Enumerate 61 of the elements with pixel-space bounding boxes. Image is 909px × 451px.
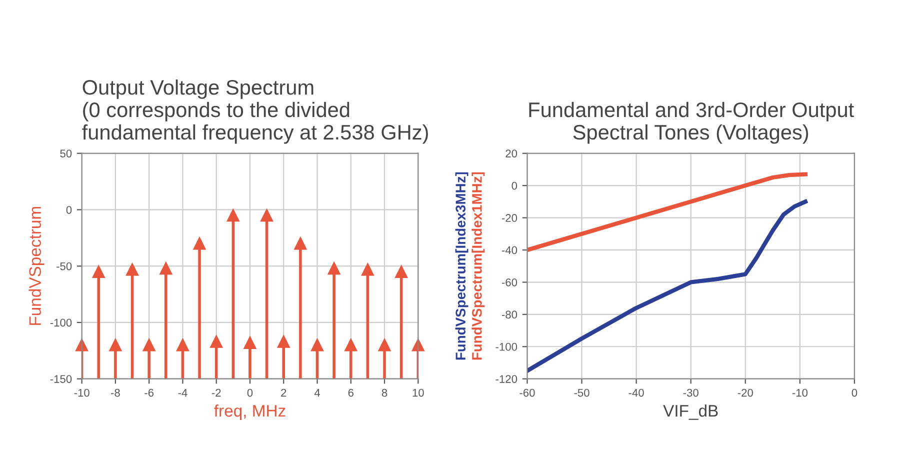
point (92, 265, 105, 278)
y-tick-label: -50 (56, 262, 72, 270)
y-tick-label: -20 (502, 214, 518, 222)
point (310, 338, 324, 352)
y-tick-label: 20 (506, 150, 518, 158)
point (412, 338, 424, 352)
point (126, 263, 139, 276)
x-tick-label: -30 (683, 388, 698, 397)
x-axis-title: VIF_dB (663, 404, 718, 420)
point (361, 263, 374, 276)
chart-title: Fundamental and 3rd-Order Output Spectral Tones (Voltages) (529, 102, 854, 144)
x-tick-label: -2 (212, 388, 221, 397)
x-tick-label: 0 (852, 388, 858, 397)
point (277, 335, 290, 348)
y-tick-label: 50 (60, 150, 72, 158)
y-tick-label: 0 (66, 206, 72, 214)
chart-title: Output Voltage Spectrum (0 corresponds to the divided fundamental frequency at 2.538 GHz) (82, 79, 428, 144)
point (226, 209, 240, 222)
x-tick-label: -4 (178, 388, 188, 397)
x-tick-label: 0 (247, 388, 253, 397)
x-tick-label: -10 (74, 388, 90, 397)
point (244, 336, 256, 350)
y-tick-label: 0 (512, 182, 518, 190)
y-tick-label: -120 (496, 375, 518, 383)
x-tick-label: -8 (110, 388, 120, 397)
point (160, 262, 172, 275)
x-tick-label: 2 (281, 388, 286, 397)
point (395, 265, 408, 278)
point (193, 237, 206, 250)
y-axis-title: FundVSpectrum (28, 206, 44, 325)
y-tick-label: -80 (502, 310, 518, 319)
line-series (527, 172, 808, 252)
point (76, 338, 88, 352)
y-tick-label: -100 (50, 318, 72, 327)
x-tick-label: 8 (382, 388, 388, 397)
line-series (527, 200, 808, 373)
y-tick-label: -60 (502, 278, 518, 286)
x-tick-label: -40 (628, 388, 644, 397)
point (142, 338, 156, 352)
point (294, 237, 307, 250)
x-tick-label: -20 (738, 388, 753, 397)
point (210, 335, 223, 348)
text: FundVSpectrum[Index3MHz] (455, 172, 468, 360)
x-tick-label: 4 (314, 388, 320, 397)
point (109, 338, 122, 352)
text: FundVSpectrum[Index1MHz] (472, 172, 485, 360)
x-tick-label: 6 (348, 388, 354, 397)
x-axis-title: freq, MHz (214, 404, 286, 420)
x-tick-label: -60 (520, 388, 535, 397)
x-tick-label: -6 (144, 388, 154, 397)
y-tick-label: -150 (50, 375, 72, 383)
point (344, 338, 358, 352)
y-tick-label: -100 (496, 342, 518, 351)
point (378, 338, 391, 352)
point (176, 338, 189, 352)
x-tick-label: -10 (792, 388, 808, 397)
point (328, 262, 340, 275)
x-tick-label: 10 (412, 388, 424, 397)
y-tick-label: -40 (502, 246, 518, 254)
point (260, 209, 274, 222)
x-tick-label: -50 (574, 388, 590, 397)
